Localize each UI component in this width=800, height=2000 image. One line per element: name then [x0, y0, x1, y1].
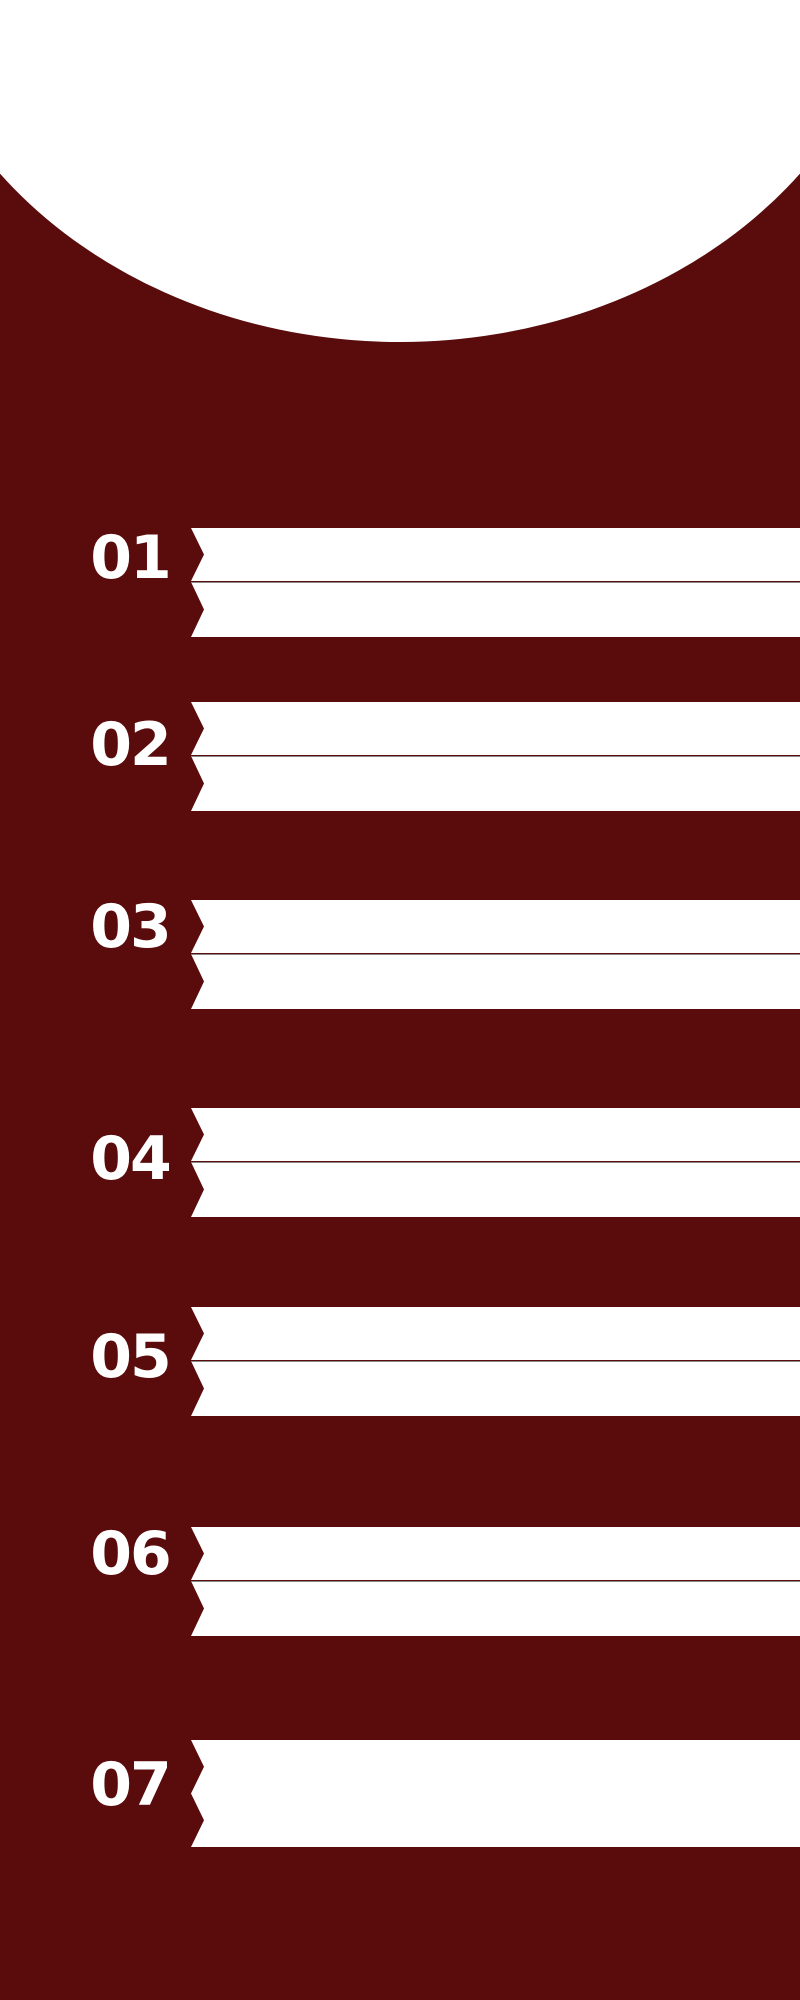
- step-05-banner-top: [191, 1307, 800, 1360]
- step-01-banner-bottom: [191, 582, 800, 637]
- step-number-02: 02: [90, 710, 172, 780]
- step-03-banner-top: [191, 900, 800, 953]
- step-number-01: 01: [90, 523, 172, 593]
- step-number-06: 06: [90, 1519, 172, 1589]
- step-02-banner-bottom: [191, 756, 800, 811]
- step-number-04: 04: [90, 1124, 172, 1194]
- top-white-arc: [0, 0, 800, 342]
- step-05-banner-bottom: [191, 1361, 800, 1416]
- step-06-banner-top: [191, 1527, 800, 1580]
- step-01-banner-top: [191, 528, 800, 581]
- step-number-03: 03: [90, 892, 172, 962]
- step-07-banner: [191, 1740, 800, 1847]
- step-04-banner-bottom: [191, 1162, 800, 1217]
- step-02-banner-top: [191, 702, 800, 755]
- step-06-banner-bottom: [191, 1581, 800, 1636]
- step-04-banner-top: [191, 1108, 800, 1161]
- step-number-07: 07: [90, 1750, 172, 1820]
- step-03-banner-bottom: [191, 954, 800, 1009]
- step-number-05: 05: [90, 1322, 172, 1392]
